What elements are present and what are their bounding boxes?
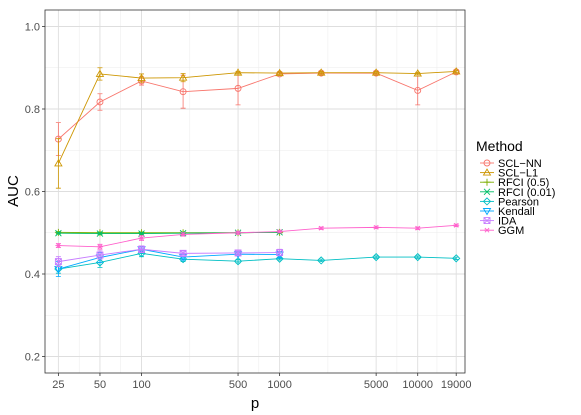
- series-line: [58, 248, 280, 270]
- legend-label: Pearson: [498, 196, 539, 208]
- legend-label: GGM: [498, 225, 524, 237]
- legend-label: RFCI (0.5): [498, 177, 549, 189]
- x-tick-label: 1000: [267, 379, 291, 391]
- series-6: [54, 245, 284, 267]
- legend-key-marker: [482, 168, 492, 176]
- legend-label: IDA: [498, 216, 517, 228]
- data-point: [452, 254, 461, 263]
- legend-label: RFCI (0.01): [498, 187, 555, 199]
- y-tick-label: 0.8: [25, 104, 40, 116]
- gridlines: [45, 10, 465, 373]
- data-point: [54, 258, 62, 266]
- legend-item: RFCI (0.01): [480, 187, 555, 199]
- legend-key-marker: [482, 208, 492, 216]
- data-point: [453, 222, 460, 228]
- y-tick-label: 0.4: [25, 269, 40, 281]
- data-point: [178, 73, 188, 81]
- legend-label: Kendall: [498, 206, 535, 218]
- data-point: [414, 225, 421, 231]
- x-tick-label: 50: [94, 379, 106, 391]
- series-line: [57, 71, 457, 164]
- data-point: [373, 224, 380, 230]
- data-point: [180, 231, 187, 237]
- x-tick-label: 19000: [441, 379, 472, 391]
- data-point: [234, 249, 242, 257]
- legend-item: Pearson: [480, 196, 539, 208]
- data-point: [178, 255, 188, 264]
- data-point: [137, 73, 146, 82]
- data-point: [96, 244, 103, 250]
- data-point: [138, 245, 145, 253]
- data-point: [95, 258, 105, 267]
- data-point: [179, 249, 187, 257]
- data-point: [96, 230, 104, 237]
- series-line: [58, 71, 457, 140]
- series-line: [58, 248, 280, 263]
- data-point: [414, 86, 422, 94]
- series-7: [55, 222, 460, 250]
- data-point: [54, 159, 63, 167]
- data-point: [276, 229, 283, 234]
- data-point: [235, 230, 242, 236]
- legend-item: SCL−L1: [480, 168, 538, 180]
- legend-item: SCL−NN: [480, 158, 542, 170]
- y-tick-label: 0.2: [25, 352, 40, 364]
- legend-item: IDA: [480, 216, 517, 228]
- series-layer: [54, 67, 461, 277]
- data-point: [317, 256, 326, 265]
- legend-key-marker: [482, 197, 492, 206]
- data-point: [316, 68, 326, 76]
- y-tick-label: 0.6: [25, 187, 40, 199]
- x-tick-label: 500: [229, 379, 247, 391]
- legend-title: Method: [476, 138, 523, 154]
- data-point: [233, 257, 243, 266]
- x-axis: 25 50 100 500 1000 5000 10000 19000: [52, 373, 472, 391]
- data-point: [275, 68, 284, 77]
- data-point: [179, 88, 187, 96]
- data-point: [318, 225, 325, 231]
- legend-key-marker: [483, 188, 491, 196]
- legend-label: SCL−NN: [498, 158, 542, 170]
- legend-key-marker: [483, 217, 491, 225]
- y-axis-title: AUC: [5, 175, 22, 207]
- data-point: [96, 251, 104, 259]
- legend-label: SCL−L1: [498, 168, 538, 180]
- x-tick-label: 25: [52, 379, 64, 391]
- data-point: [451, 67, 461, 75]
- series-line: [58, 252, 457, 270]
- y-axis: 0.2 0.4 0.6 0.8 1.0: [25, 22, 45, 364]
- legend-key-marker: [483, 159, 491, 167]
- legend-key-marker: [484, 227, 490, 233]
- x-axis-title: p: [251, 395, 259, 412]
- data-point: [55, 243, 62, 248]
- data-point: [138, 235, 145, 241]
- data-point: [233, 68, 243, 76]
- y-tick-label: 1.0: [25, 22, 40, 34]
- error-bar: [55, 138, 61, 189]
- series-1: [54, 67, 461, 189]
- legend-key-marker: [483, 178, 491, 186]
- data-point: [95, 69, 105, 77]
- legend-item: RFCI (0.5): [480, 177, 549, 189]
- data-point: [413, 69, 422, 77]
- x-tick-label: 10000: [402, 379, 433, 391]
- data-point: [55, 229, 62, 237]
- x-tick-label: 5000: [364, 379, 388, 391]
- legend-item: Kendall: [480, 206, 535, 218]
- data-point: [276, 249, 284, 256]
- error-bar: [97, 93, 103, 111]
- data-point: [372, 252, 381, 262]
- legend-item: GGM: [480, 225, 524, 237]
- data-point: [96, 98, 104, 106]
- x-tick-label: 100: [132, 379, 150, 391]
- series-line: [58, 224, 457, 248]
- data-point: [371, 68, 381, 76]
- data-point: [413, 252, 422, 262]
- data-point: [234, 84, 242, 92]
